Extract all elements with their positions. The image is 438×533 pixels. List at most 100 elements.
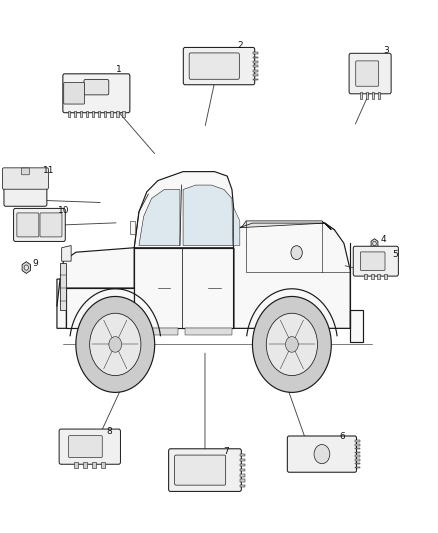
FancyBboxPatch shape [59, 429, 120, 464]
Bar [253, 74, 258, 76]
FancyBboxPatch shape [21, 168, 29, 175]
Circle shape [24, 265, 28, 270]
FancyBboxPatch shape [69, 435, 102, 458]
Bar [355, 455, 360, 457]
Bar [92, 462, 96, 469]
Bar [74, 462, 78, 469]
Bar [355, 466, 360, 468]
Polygon shape [63, 248, 134, 288]
FancyBboxPatch shape [17, 213, 39, 237]
Bar [253, 66, 258, 67]
Bar [253, 52, 258, 54]
FancyBboxPatch shape [353, 246, 399, 276]
Bar [92, 111, 95, 117]
Polygon shape [138, 328, 178, 335]
FancyBboxPatch shape [360, 252, 385, 270]
Polygon shape [183, 185, 233, 246]
FancyBboxPatch shape [287, 436, 357, 472]
Bar [74, 111, 76, 117]
Bar [240, 459, 245, 461]
Text: 11: 11 [43, 166, 54, 175]
Bar [355, 448, 360, 449]
Bar [240, 464, 245, 466]
Bar [384, 274, 387, 279]
Text: 7: 7 [223, 447, 229, 456]
Bar [378, 274, 380, 279]
Text: 8: 8 [106, 427, 112, 436]
Polygon shape [350, 310, 363, 342]
Polygon shape [60, 263, 67, 310]
Bar [240, 469, 245, 471]
Bar [240, 474, 245, 477]
Circle shape [286, 337, 298, 352]
Text: 9: 9 [32, 259, 38, 268]
FancyBboxPatch shape [3, 168, 49, 189]
FancyBboxPatch shape [63, 74, 130, 113]
Bar [355, 444, 360, 446]
Polygon shape [134, 248, 233, 328]
FancyBboxPatch shape [169, 449, 241, 491]
Polygon shape [233, 207, 240, 246]
Text: 4: 4 [381, 235, 387, 244]
Circle shape [109, 337, 122, 352]
Bar [371, 92, 374, 99]
FancyBboxPatch shape [40, 213, 62, 237]
Bar [360, 92, 362, 99]
Polygon shape [57, 279, 67, 328]
Polygon shape [67, 288, 134, 328]
Bar [86, 111, 88, 117]
Bar [240, 484, 245, 487]
Bar [240, 480, 245, 482]
Bar [253, 61, 258, 63]
Bar [110, 111, 113, 117]
Bar [355, 440, 360, 442]
Text: 2: 2 [238, 41, 244, 50]
Bar [122, 111, 125, 117]
Polygon shape [139, 190, 180, 246]
FancyBboxPatch shape [14, 208, 65, 241]
Bar [67, 111, 70, 117]
FancyBboxPatch shape [183, 47, 255, 85]
Bar [253, 78, 258, 80]
Circle shape [76, 296, 155, 392]
Bar [116, 111, 119, 117]
Bar [355, 459, 360, 461]
Bar [80, 111, 82, 117]
Bar [366, 92, 368, 99]
Polygon shape [241, 221, 331, 230]
Bar [253, 56, 258, 59]
Bar [364, 274, 367, 279]
Polygon shape [185, 328, 232, 335]
Bar [253, 70, 258, 71]
Circle shape [291, 246, 302, 260]
Text: 3: 3 [384, 46, 389, 55]
Circle shape [90, 313, 141, 376]
Polygon shape [131, 221, 134, 235]
Bar [98, 111, 100, 117]
Text: 6: 6 [339, 432, 345, 441]
Bar [240, 454, 245, 456]
FancyBboxPatch shape [4, 169, 47, 206]
FancyBboxPatch shape [356, 61, 379, 86]
Circle shape [252, 296, 331, 392]
Text: 10: 10 [58, 206, 70, 215]
FancyBboxPatch shape [189, 53, 239, 79]
Bar [355, 451, 360, 453]
Bar [378, 92, 380, 99]
FancyBboxPatch shape [64, 83, 85, 104]
FancyBboxPatch shape [175, 455, 226, 485]
Circle shape [314, 445, 330, 464]
Polygon shape [233, 223, 350, 328]
Text: 1: 1 [116, 64, 122, 74]
FancyBboxPatch shape [349, 53, 391, 94]
Text: 5: 5 [392, 249, 398, 259]
Bar [371, 274, 374, 279]
Polygon shape [134, 172, 233, 248]
Polygon shape [62, 246, 71, 261]
Bar [104, 111, 106, 117]
Bar [83, 462, 87, 469]
Circle shape [373, 241, 376, 246]
Bar [355, 463, 360, 464]
Bar [101, 462, 105, 469]
Circle shape [266, 313, 318, 376]
